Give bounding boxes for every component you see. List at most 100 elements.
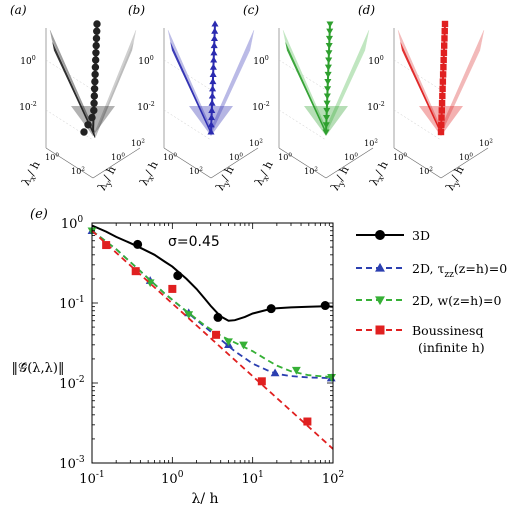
- box-grid: [45, 59, 94, 91]
- z-tick: 10-2: [137, 101, 155, 113]
- diagonal-marker: [325, 50, 333, 57]
- diagonal-marker: [210, 34, 218, 41]
- diagonal-marker: [323, 115, 331, 122]
- diagonal-marker: [323, 100, 331, 107]
- surface-panel-c: (c) 100 10-2 100 102 100 102 λx/ h λy/ h: [243, 3, 378, 194]
- diagonal-marker: [439, 92, 446, 100]
- panel-letter: (c): [243, 3, 259, 17]
- diagonal-marker: [325, 35, 333, 43]
- diagonal-marker: [323, 107, 331, 115]
- diagonal-marker: [84, 121, 92, 129]
- diagonal-marker: [324, 64, 332, 71]
- x-tick: 102: [419, 166, 433, 176]
- diagonal-markers: [80, 20, 101, 136]
- surface-y-label: λy/ h: [328, 164, 353, 194]
- diagonal-marker: [92, 41, 100, 50]
- box-grid: [393, 59, 442, 91]
- z-tick: 10-2: [19, 101, 37, 113]
- y-tick-label: 100: [61, 215, 84, 232]
- diagonal-marker: [208, 106, 216, 113]
- diagonal-marker: [209, 77, 217, 85]
- x-tick-label: 101: [241, 470, 263, 487]
- diagonal-marker: [209, 70, 217, 77]
- data-point: [168, 284, 177, 293]
- box-edge: [92, 147, 141, 179]
- x-tick: 102: [189, 166, 203, 176]
- data-point: [327, 374, 336, 382]
- data-point: [224, 338, 233, 347]
- y-tick: 102: [249, 138, 263, 148]
- diagonal-marker: [88, 113, 96, 122]
- y-tick: 100: [111, 152, 125, 162]
- sigma-annotation: σ=0.45: [168, 234, 220, 250]
- series-line: [91, 230, 334, 450]
- plot-series: [87, 224, 336, 450]
- diagonal-marker: [80, 128, 88, 136]
- legend-marker: [375, 325, 385, 335]
- diagonal-marker: [92, 34, 101, 43]
- legend: 3D 2D, τzz(z=h)=0 2D, w(z=h)=0 Boussinesq (i…: [356, 228, 507, 355]
- data-point: [184, 311, 194, 320]
- panel-letter: (a): [10, 3, 27, 17]
- panel-letter-e: (e): [30, 207, 48, 222]
- diagonal-marker: [209, 63, 217, 70]
- x-tick-label: 100: [161, 470, 184, 487]
- data-point: [212, 330, 221, 339]
- diagonal-marker: [93, 27, 101, 35]
- x-tick-label: 10-1: [79, 470, 104, 487]
- legend-label: Boussinesq (infinite h): [412, 323, 485, 355]
- diagonal-marker: [211, 20, 219, 27]
- diagonal-marker: [208, 92, 216, 99]
- series-0: [91, 224, 334, 322]
- data-point: [291, 366, 301, 375]
- surface-panel-d: (d) 100 10-2 100 102 100 102 λx/ h λy/ h: [358, 3, 493, 193]
- legend-entry-0: 3D: [356, 228, 430, 243]
- y-tick: 100: [459, 152, 473, 162]
- diagonal-marker: [438, 100, 446, 107]
- surface-y-label: λy/ h: [95, 164, 120, 194]
- surface-y-label: λy/ h: [213, 164, 238, 194]
- x-tick: 100: [393, 152, 407, 162]
- series-line: [91, 230, 334, 379]
- y-axis-label: ‖𝒢̂(λ,λ)‖: [11, 361, 64, 376]
- legend-entry-2: 2D, w(z=h)=0: [356, 293, 502, 308]
- box-edge: [163, 147, 212, 179]
- box-edge: [393, 147, 442, 179]
- y-tick: 100: [229, 152, 243, 162]
- diagonal-marker: [91, 70, 99, 79]
- z-tick: 10-2: [252, 101, 270, 113]
- z-tick: 100: [20, 55, 35, 67]
- diagonal-marker: [325, 43, 333, 50]
- diagonal-marker: [437, 128, 445, 136]
- diagonal-marker: [322, 122, 330, 129]
- diagonal-marker: [440, 56, 447, 64]
- y-tick: 102: [364, 138, 378, 148]
- data-point: [270, 368, 280, 377]
- diagonal-marker: [440, 64, 447, 71]
- box-grid: [163, 109, 212, 141]
- surface-x-label: λx/ h: [19, 159, 44, 189]
- diagonal-marker: [209, 85, 217, 92]
- legend-marker: [375, 230, 385, 240]
- box-edge: [325, 147, 374, 179]
- series-3: [91, 230, 334, 450]
- diagonal-marker: [439, 85, 446, 92]
- plot-ticks: 10-1 100 101 102 10-3 10-2 10-1 100: [59, 215, 344, 487]
- diagonal-marker: [324, 86, 332, 93]
- data-point: [133, 239, 143, 249]
- panel-letter: (d): [358, 3, 375, 17]
- x-tick: 102: [304, 166, 318, 176]
- data-point: [213, 312, 223, 322]
- diagonal-markers: [207, 20, 219, 135]
- y-tick: 100: [344, 152, 358, 162]
- box-grid: [278, 109, 327, 141]
- box-edge: [440, 147, 489, 179]
- diagonal-marker: [325, 57, 333, 64]
- x-axis-label: λ/ h: [191, 491, 218, 507]
- diagonal-marker: [91, 56, 100, 64]
- x-tick: 102: [71, 166, 85, 176]
- diagonal-marker: [438, 114, 445, 121]
- diagonal-marker: [438, 107, 445, 114]
- diagonal-marker: [441, 42, 448, 49]
